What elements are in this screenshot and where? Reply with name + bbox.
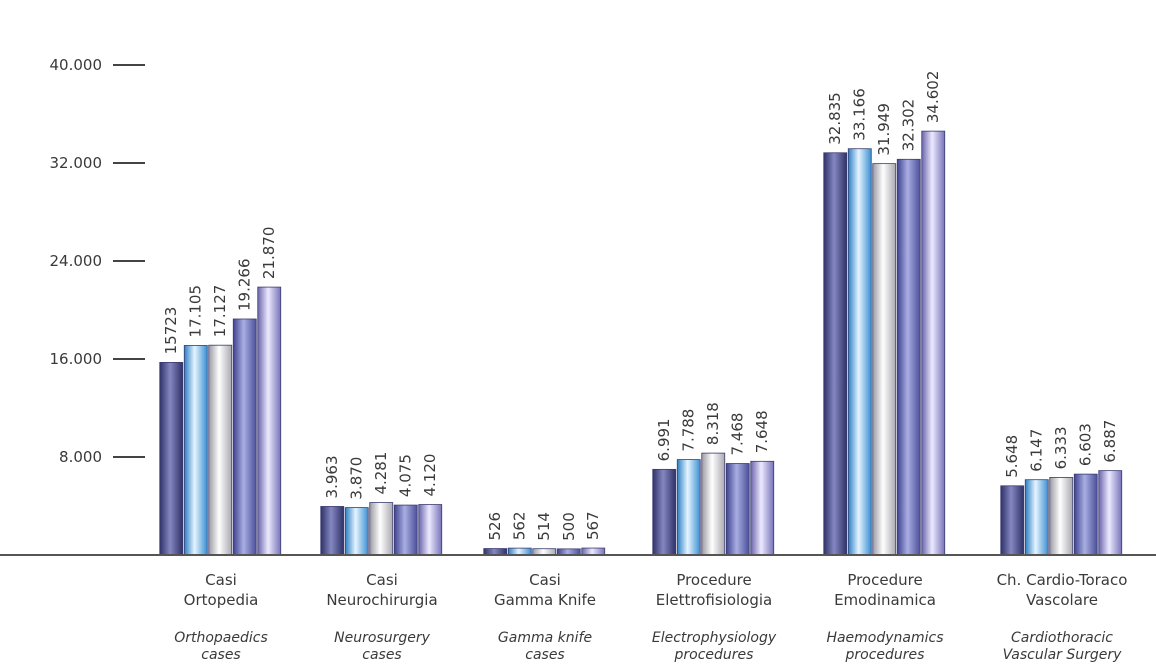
category-label: Procedure [676, 571, 751, 589]
category-label-english: Orthopaedics [174, 630, 268, 646]
bar-value-label: 526 [486, 512, 504, 541]
bar [1000, 485, 1025, 556]
category-label: Elettrofisiologia [656, 591, 772, 609]
bar-value-label: 21.870 [260, 227, 278, 280]
bar-value-label: 6.147 [1028, 429, 1046, 472]
bar-value-label: 31.949 [875, 103, 893, 156]
y-tick-label: 16.000 [50, 350, 103, 368]
bar-value-label: 562 [511, 511, 529, 540]
y-tick-label: 24.000 [50, 252, 103, 270]
y-axis: 8.000 16.000 24.000 32.000 40.000 [50, 56, 145, 466]
y-tick-label: 40.000 [50, 56, 103, 74]
bar [507, 547, 532, 556]
bar-value-label: 15723 [162, 307, 180, 355]
bar [369, 502, 394, 556]
category-labels: CasiOrtopediaOrthopaedicscasesCasiNeuroc… [174, 571, 1127, 663]
bar-value-label: 4.120 [421, 454, 439, 497]
bar-value-label: 7.788 [680, 409, 698, 452]
bar [344, 507, 369, 556]
y-tick-label: 8.000 [59, 448, 102, 466]
bar-value-label: 19.266 [236, 258, 254, 311]
bar-value-label: 6.991 [655, 418, 673, 461]
bar [750, 460, 775, 556]
bar-value-label: 500 [560, 512, 578, 541]
category-label-english: cases [201, 647, 240, 663]
bar-value-label: 7.468 [729, 413, 747, 456]
category-label-english: Electrophysiology [652, 630, 777, 646]
bar-value-label: 7.648 [753, 410, 771, 453]
category-label-english: Gamma knife [498, 630, 592, 646]
bar [823, 152, 848, 556]
bar-value-label: 32.302 [900, 99, 918, 152]
bar [1073, 473, 1098, 556]
bar-value-label: 8.318 [704, 402, 722, 445]
bar-value-label: 6.887 [1101, 420, 1119, 463]
bar-value-label: 32.835 [826, 92, 844, 145]
category-label-english: Vascular Surgery [1003, 647, 1123, 663]
bar [232, 318, 257, 556]
bar [581, 547, 606, 556]
category-label: Emodinamica [834, 591, 936, 609]
category-label: Casi [205, 571, 237, 589]
bar-value-label: 4.075 [397, 454, 415, 497]
bar-value-label: 17.127 [211, 285, 229, 338]
bar [418, 504, 443, 556]
bar [1049, 477, 1074, 556]
category-label-english: procedures [845, 647, 925, 663]
bar [847, 148, 872, 556]
bar [676, 459, 701, 556]
bar [320, 506, 345, 556]
bar-value-label: 3.870 [348, 457, 366, 500]
bar-value-label: 4.281 [372, 452, 390, 495]
category-label: Casi [366, 571, 398, 589]
bar-value-label: 6.333 [1052, 426, 1070, 469]
bar-value-label: 3.963 [323, 456, 341, 499]
category-label-english: Cardiothoracic [1011, 630, 1113, 646]
bar-value-label: 34.602 [924, 71, 942, 124]
bar [159, 361, 184, 556]
y-tick-label: 32.000 [50, 154, 103, 172]
bar [921, 130, 946, 556]
category-label: Neurochirurgia [326, 591, 437, 609]
bar [208, 344, 233, 556]
bar [1098, 470, 1123, 556]
bar [183, 345, 208, 556]
category-label-english: procedures [674, 647, 754, 663]
category-label-english: cases [362, 647, 401, 663]
bar-value-label: 33.166 [851, 88, 869, 141]
bar [725, 463, 750, 556]
bar-value-label: 5.648 [1003, 435, 1021, 478]
bar [896, 158, 921, 556]
category-label-english: Haemodynamics [826, 630, 943, 646]
category-label-english: cases [525, 647, 564, 663]
category-label: Casi [529, 571, 561, 589]
category-label: Gamma Knife [494, 591, 596, 609]
bar [393, 504, 418, 556]
bar-value-label: 514 [535, 512, 553, 541]
bars [159, 130, 1123, 556]
category-label: Ch. Cardio-Toraco [997, 571, 1128, 589]
category-label-english: Neurosurgery [334, 630, 430, 646]
bar [257, 286, 282, 556]
category-label: Vascolare [1026, 591, 1098, 609]
bar [872, 163, 897, 556]
value-labels: 15723 17.105 17.127 19.266 21.870 3.963 3.870 4… [162, 71, 1119, 541]
bar-value-label: 17.105 [187, 285, 205, 338]
bar [1024, 479, 1049, 556]
bar [701, 452, 726, 556]
category-label: Ortopedia [184, 591, 259, 609]
category-label: Procedure [847, 571, 922, 589]
bar-value-label: 6.603 [1077, 423, 1095, 466]
bar [652, 468, 677, 556]
bar-value-label: 567 [584, 511, 602, 540]
